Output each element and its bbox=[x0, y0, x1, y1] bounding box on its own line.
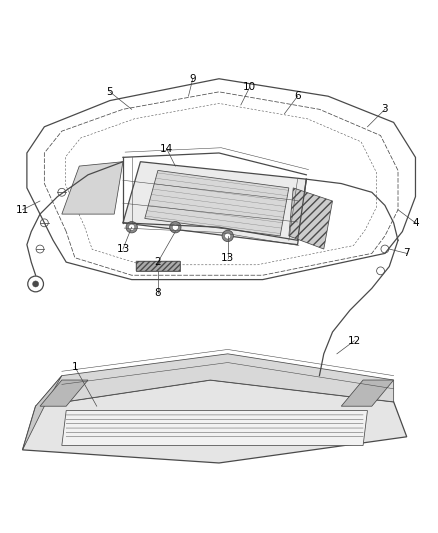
Text: 13: 13 bbox=[221, 253, 234, 263]
Polygon shape bbox=[341, 380, 394, 406]
Text: 4: 4 bbox=[412, 218, 419, 228]
Circle shape bbox=[126, 222, 138, 233]
Polygon shape bbox=[62, 410, 367, 446]
Polygon shape bbox=[62, 161, 123, 214]
Polygon shape bbox=[22, 376, 62, 450]
Text: 12: 12 bbox=[348, 336, 361, 346]
Circle shape bbox=[316, 381, 322, 387]
Polygon shape bbox=[40, 380, 88, 406]
Text: 5: 5 bbox=[106, 87, 113, 97]
Polygon shape bbox=[123, 161, 306, 245]
Text: 10: 10 bbox=[243, 83, 256, 93]
Text: 7: 7 bbox=[403, 248, 410, 259]
Text: 14: 14 bbox=[160, 143, 173, 154]
Circle shape bbox=[225, 233, 231, 239]
Text: 9: 9 bbox=[190, 74, 196, 84]
Text: 2: 2 bbox=[155, 257, 161, 267]
Circle shape bbox=[170, 222, 181, 233]
Polygon shape bbox=[289, 188, 332, 249]
Text: 13: 13 bbox=[117, 244, 130, 254]
Circle shape bbox=[32, 281, 39, 287]
Circle shape bbox=[222, 230, 233, 241]
Text: 6: 6 bbox=[294, 91, 301, 101]
Polygon shape bbox=[22, 380, 407, 463]
Circle shape bbox=[172, 224, 178, 230]
Circle shape bbox=[28, 276, 43, 292]
Circle shape bbox=[311, 376, 327, 392]
Circle shape bbox=[129, 224, 135, 230]
Text: 11: 11 bbox=[16, 205, 29, 215]
Text: 8: 8 bbox=[155, 288, 161, 298]
FancyBboxPatch shape bbox=[136, 261, 180, 271]
Polygon shape bbox=[35, 354, 394, 406]
Text: 3: 3 bbox=[381, 104, 388, 114]
Polygon shape bbox=[145, 171, 289, 236]
Text: 1: 1 bbox=[71, 362, 78, 372]
